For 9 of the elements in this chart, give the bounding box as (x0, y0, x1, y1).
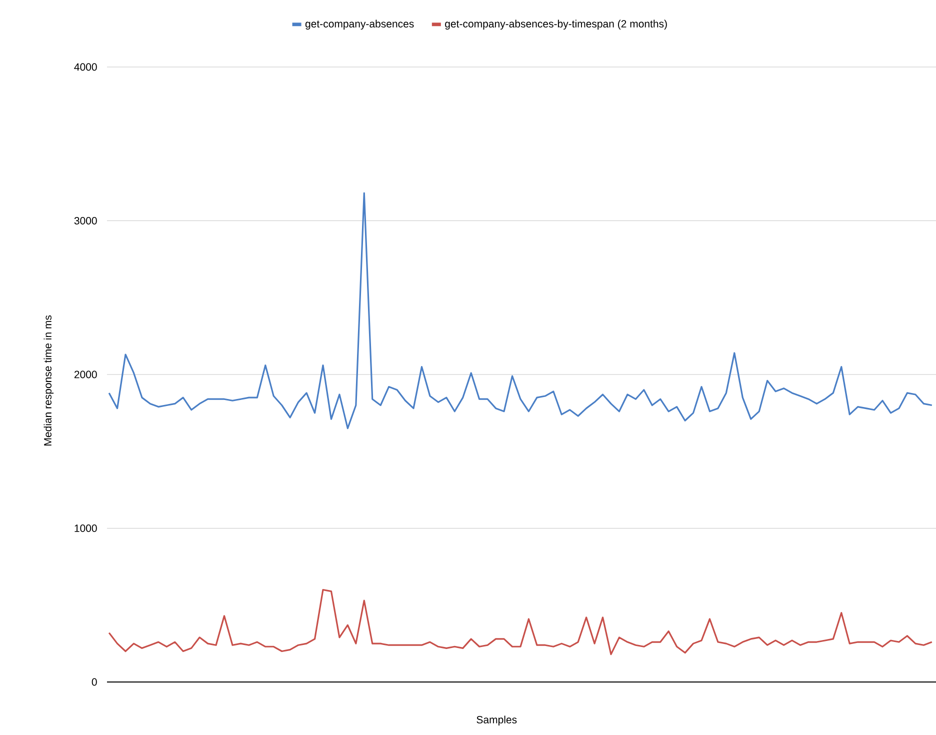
legend-label: get-company-absences (305, 20, 414, 30)
y-tick-label: 0 (92, 678, 97, 686)
y-tick-label: 4000 (74, 63, 97, 71)
y-axis-title: Median response time in ms (44, 315, 54, 446)
legend-label: get-company-absences-by-timespan (2 months) (445, 20, 667, 30)
y-tick-label: 2000 (74, 370, 97, 378)
x-axis-title: Samples (476, 716, 517, 726)
y-tick-label: 1000 (74, 524, 97, 532)
y-tick-label: 3000 (74, 217, 97, 224)
